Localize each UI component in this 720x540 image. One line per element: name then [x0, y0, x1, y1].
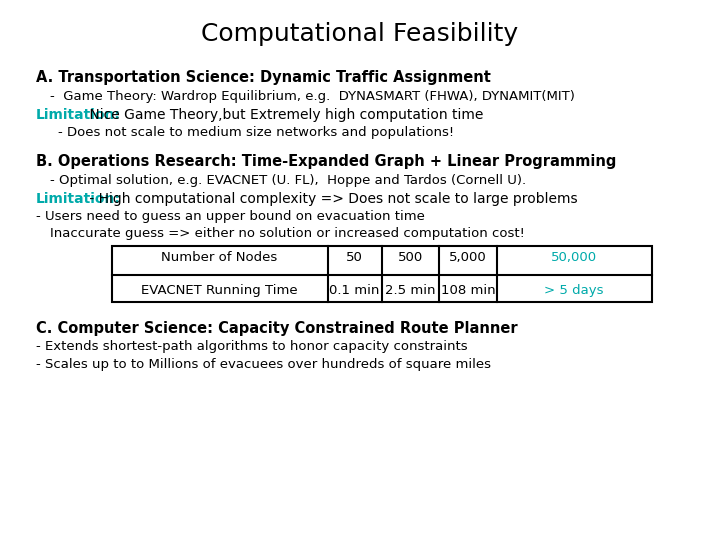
Text: 0.1 min: 0.1 min: [330, 284, 379, 297]
Text: 108 min: 108 min: [441, 284, 495, 297]
Text: - Users need to guess an upper bound on evacuation time: - Users need to guess an upper bound on …: [36, 210, 425, 222]
Text: B. Operations Research: Time-Expanded Graph + Linear Programming: B. Operations Research: Time-Expanded Gr…: [36, 154, 616, 169]
Text: - Scales up to to Millions of evacuees over hundreds of square miles: - Scales up to to Millions of evacuees o…: [36, 358, 491, 371]
Text: A. Transportation Science: Dynamic Traffic Assignment: A. Transportation Science: Dynamic Traff…: [36, 70, 491, 85]
Text: Limitation:: Limitation:: [36, 108, 121, 122]
Text: C. Computer Science: Capacity Constrained Route Planner: C. Computer Science: Capacity Constraine…: [36, 321, 518, 336]
Text: 50,000: 50,000: [551, 251, 598, 264]
Text: 500: 500: [397, 251, 423, 264]
Text: Nice Game Theory,but Extremely high computation time: Nice Game Theory,but Extremely high comp…: [85, 108, 483, 122]
Text: - High computational complexity => Does not scale to large problems: - High computational complexity => Does …: [85, 192, 577, 206]
Text: > 5 days: > 5 days: [544, 284, 604, 297]
Text: - Optimal solution, e.g. EVACNET (U. FL),  Hoppe and Tardos (Cornell U).: - Optimal solution, e.g. EVACNET (U. FL)…: [50, 174, 526, 187]
Text: - Extends shortest-path algorithms to honor capacity constraints: - Extends shortest-path algorithms to ho…: [36, 340, 467, 353]
Text: 2.5 min: 2.5 min: [385, 284, 436, 297]
Text: 5,000: 5,000: [449, 251, 487, 264]
Text: Number of Nodes: Number of Nodes: [161, 251, 278, 264]
Text: 50: 50: [346, 251, 363, 264]
Text: Inaccurate guess => either no solution or increased computation cost!: Inaccurate guess => either no solution o…: [50, 227, 526, 240]
Text: Computational Feasibility: Computational Feasibility: [202, 22, 518, 45]
Text: - Does not scale to medium size networks and populations!: - Does not scale to medium size networks…: [58, 126, 454, 139]
Text: -  Game Theory: Wardrop Equilibrium, e.g.  DYNASMART (FHWA), DYNAMIT(MIT): - Game Theory: Wardrop Equilibrium, e.g.…: [50, 90, 575, 103]
Text: EVACNET Running Time: EVACNET Running Time: [141, 284, 298, 297]
Bar: [112, 246, 652, 302]
Text: Limitation:: Limitation:: [36, 192, 121, 206]
